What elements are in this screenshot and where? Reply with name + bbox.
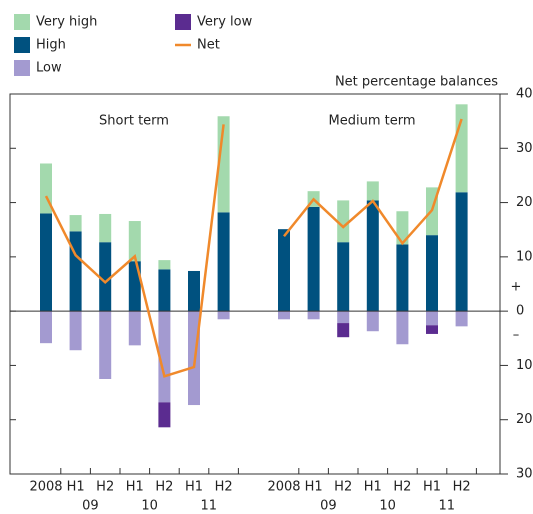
legend-swatch xyxy=(14,60,30,76)
x-tick-label: H2 xyxy=(155,480,173,495)
bar xyxy=(158,260,171,270)
x-tick-label: 2008 xyxy=(267,480,300,495)
legend-label: Net xyxy=(197,38,220,53)
bar xyxy=(455,192,468,312)
plot-frame xyxy=(9,93,501,475)
legend-label: High xyxy=(36,38,66,53)
bar xyxy=(217,311,230,320)
bar xyxy=(337,323,350,338)
x-group-label: 09 xyxy=(320,499,337,514)
bar xyxy=(99,242,112,312)
y-tick-label: 30 xyxy=(516,467,533,482)
bar xyxy=(40,213,52,312)
bar xyxy=(278,311,290,320)
bar xyxy=(158,402,171,428)
x-tick-label: H2 xyxy=(96,480,114,495)
x-tick-label: H1 xyxy=(305,480,323,495)
bar xyxy=(337,200,350,243)
bar xyxy=(128,221,141,262)
x-tick-label: H2 xyxy=(334,480,352,495)
bar xyxy=(455,104,468,193)
x-group-label: 10 xyxy=(379,499,396,514)
legend-swatch xyxy=(14,14,30,30)
y-tick-label: 40 xyxy=(516,87,533,102)
bar xyxy=(69,215,82,232)
panel-title: Short term xyxy=(99,114,169,129)
x-tick-label: H2 xyxy=(453,480,471,495)
bar xyxy=(426,325,438,334)
x-tick-label: H2 xyxy=(215,480,233,495)
x-group-label: 11 xyxy=(201,499,218,514)
x-group-label: 09 xyxy=(82,499,99,514)
legend-label: Very low xyxy=(197,15,253,30)
bar xyxy=(99,311,112,379)
bar xyxy=(158,311,171,403)
x-tick-label: H2 xyxy=(393,480,411,495)
sign-label: – xyxy=(513,328,520,343)
bar xyxy=(217,212,230,312)
sign-label: + xyxy=(511,280,522,295)
bar xyxy=(366,200,379,312)
bar xyxy=(188,270,200,312)
bar xyxy=(69,231,82,312)
bar xyxy=(396,311,409,345)
bar xyxy=(366,311,379,332)
bar xyxy=(426,311,438,326)
bar xyxy=(40,311,52,344)
y-tick-label: 20 xyxy=(516,195,533,210)
legend-swatch xyxy=(175,14,191,30)
y-tick-label: 0 xyxy=(516,304,524,319)
bar xyxy=(337,242,350,312)
bar xyxy=(307,206,320,312)
bar xyxy=(337,311,350,324)
bar xyxy=(278,229,290,312)
y-tick-label: 10 xyxy=(516,358,533,373)
legend-label: Low xyxy=(36,61,62,76)
x-group-label: 11 xyxy=(439,499,456,514)
bar xyxy=(128,311,141,346)
legend-swatch xyxy=(14,37,30,53)
bar xyxy=(99,213,112,243)
axis-title: Net percentage balances xyxy=(335,75,498,90)
net-line xyxy=(283,118,463,246)
y-tick-label: 20 xyxy=(516,412,533,427)
x-tick-label: H1 xyxy=(67,480,85,495)
x-tick-label: 2008 xyxy=(29,480,62,495)
bar xyxy=(366,181,379,201)
y-tick-label: 30 xyxy=(516,141,533,156)
y-tick-label: 10 xyxy=(516,249,533,264)
x-group-label: 10 xyxy=(141,499,158,514)
bar xyxy=(396,244,409,312)
bar xyxy=(69,311,82,351)
bar xyxy=(396,211,409,245)
x-tick-label: H1 xyxy=(423,480,441,495)
bar xyxy=(307,311,320,320)
bar xyxy=(426,235,438,312)
bar xyxy=(158,269,171,312)
bar xyxy=(455,311,468,327)
panel-title: Medium term xyxy=(329,114,416,129)
net-line xyxy=(44,124,225,378)
x-tick-label: H1 xyxy=(126,480,144,495)
legend-label: Very high xyxy=(36,15,97,30)
x-tick-label: H1 xyxy=(185,480,203,495)
x-tick-label: H1 xyxy=(364,480,382,495)
